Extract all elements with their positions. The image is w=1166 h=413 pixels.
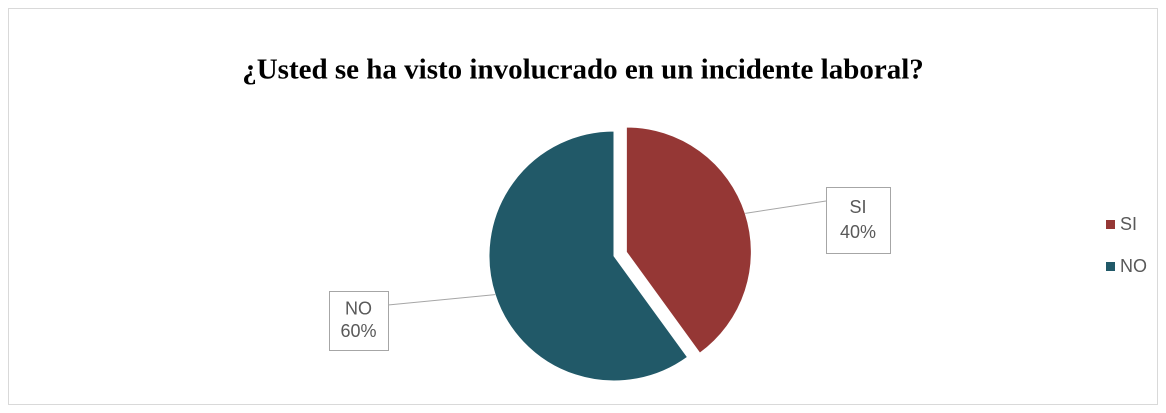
legend-label: SI: [1120, 214, 1137, 234]
legend-swatch: [1106, 262, 1115, 271]
chart-title: ¿Usted se ha visto involucrado en un inc…: [242, 54, 924, 86]
pie-slice: [488, 130, 689, 382]
leader-line: [387, 294, 496, 306]
data-label-name: NO: [345, 299, 372, 319]
legend-label: NO: [1120, 256, 1147, 276]
data-label-value: 60%: [340, 321, 376, 341]
legend-swatch: [1106, 220, 1115, 229]
label-box: [329, 291, 389, 351]
pie-slice: [625, 126, 752, 354]
leader-line: [745, 200, 827, 214]
label-box: [826, 187, 891, 254]
data-label-name: SI: [849, 197, 866, 217]
data-label-value: 40%: [840, 222, 876, 242]
